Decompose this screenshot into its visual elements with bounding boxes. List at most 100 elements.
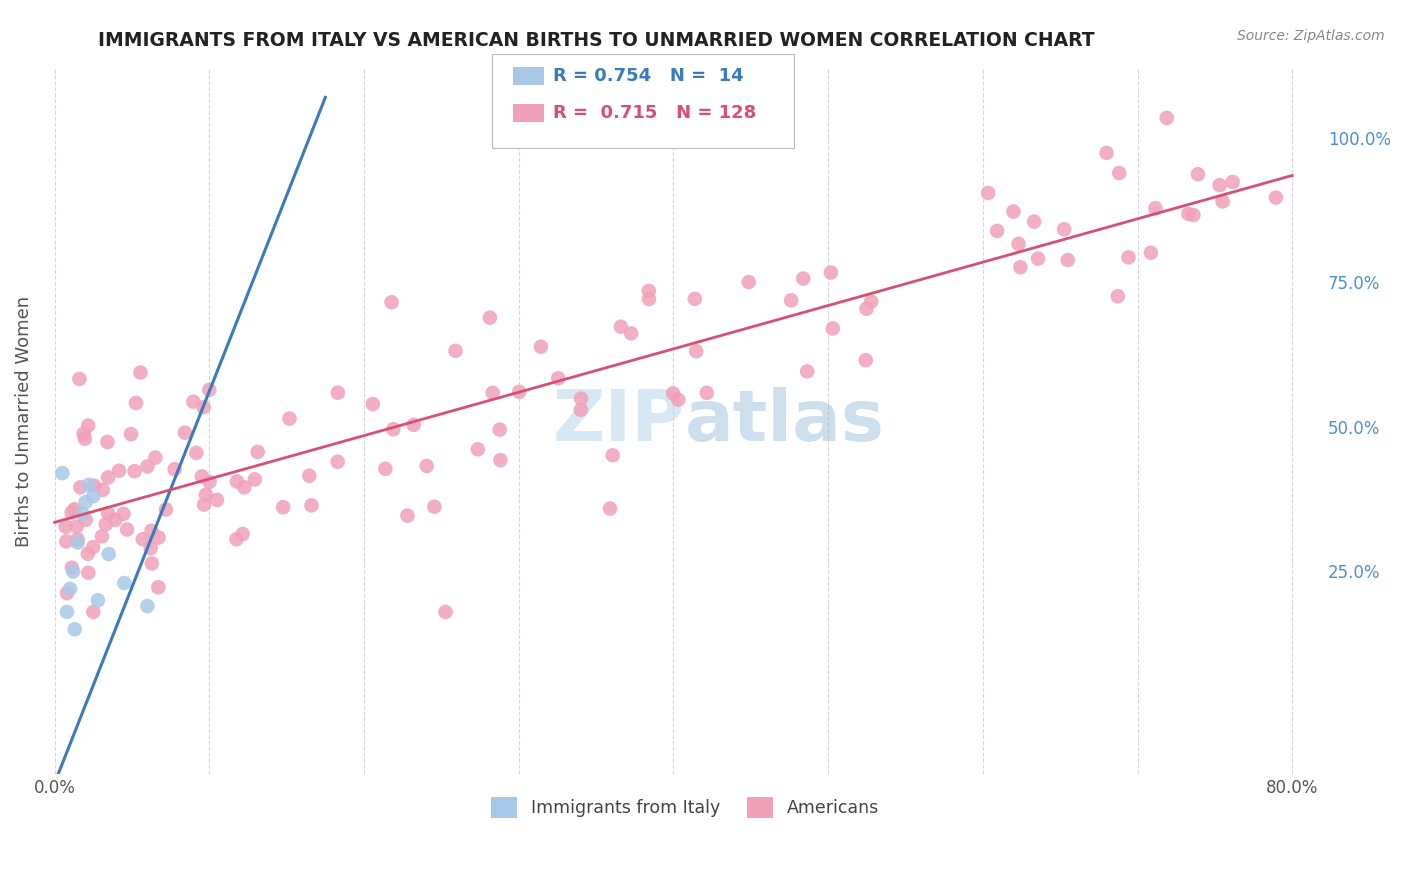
Point [143,450,166,465]
Point [780,293,803,308]
Point [225,532,247,546]
Point [481,385,503,400]
Point [194,488,217,502]
Point [183,394,205,409]
Point [374,462,396,476]
Point [76,547,98,561]
Text: ZIP: ZIP [553,386,685,456]
Point [141,557,163,571]
Point [60,505,83,519]
Point [77,477,100,491]
Point [193,400,215,414]
Point [821,321,844,335]
Point [977,186,1000,200]
Point [1208,178,1230,193]
Point [173,425,195,440]
Point [163,462,186,476]
Point [1144,201,1167,215]
Point [415,458,437,473]
Point [91,483,114,497]
Point [191,469,214,483]
Point [69,480,91,494]
Point [233,480,256,494]
Point [382,422,405,436]
Point [193,498,215,512]
Point [243,472,266,486]
Point [72,426,94,441]
Point [1177,207,1199,221]
Point [467,442,489,457]
Point [82,489,104,503]
Point [298,468,321,483]
Point [820,266,842,280]
Text: Source: ZipAtlas.com: Source: ZipAtlas.com [1237,29,1385,43]
Point [361,397,384,411]
Point [1107,289,1129,303]
Point [120,427,142,442]
Point [83,479,105,493]
Point [148,531,170,545]
Point [547,371,569,385]
Point [396,508,419,523]
Point [637,284,659,298]
Text: IMMIGRANTS FROM ITALY VS AMERICAN BIRTHS TO UNMARRIED WOMEN CORRELATION CHART: IMMIGRANTS FROM ITALY VS AMERICAN BIRTHS… [98,31,1095,50]
Point [246,445,269,459]
Point [129,366,152,380]
Point [55,534,77,549]
Point [96,434,118,449]
Point [1156,111,1178,125]
Point [1118,251,1140,265]
Point [87,593,110,607]
Point [75,495,97,509]
Point [855,301,877,316]
Point [1212,194,1234,209]
Point [1007,236,1029,251]
Text: R = 0.754   N =  14: R = 0.754 N = 14 [553,67,744,85]
Point [402,417,425,432]
Point [112,507,135,521]
Text: atlas: atlas [685,386,884,456]
Point [232,527,254,541]
Point [489,453,512,467]
Point [115,523,138,537]
Point [90,529,112,543]
Point [97,547,120,561]
Point [478,310,501,325]
Point [1140,245,1163,260]
Point [67,372,90,386]
Point [1187,167,1209,181]
Point [56,605,79,619]
Y-axis label: Births to Unmarried Women: Births to Unmarried Women [15,295,32,547]
Point [198,475,221,489]
Point [696,385,718,400]
Point [186,446,208,460]
Point [1010,260,1032,275]
Point [66,535,89,549]
Point [72,507,94,521]
Point [986,224,1008,238]
Point [860,294,883,309]
Point [1026,252,1049,266]
Point [326,385,349,400]
Point [1264,191,1286,205]
Point [434,605,457,619]
Point [97,507,120,521]
Point [508,384,530,399]
Point [226,475,249,489]
Point [62,565,84,579]
Point [77,418,100,433]
Point [610,319,633,334]
Point [205,492,228,507]
Point [65,519,87,533]
Point [1053,222,1076,236]
Point [75,513,97,527]
Point [148,580,170,594]
Point [155,502,177,516]
Point [55,519,77,533]
Point [326,455,349,469]
Point [380,295,402,310]
Point [112,576,135,591]
Point [82,605,104,619]
Point [855,353,877,368]
Point [66,533,89,547]
